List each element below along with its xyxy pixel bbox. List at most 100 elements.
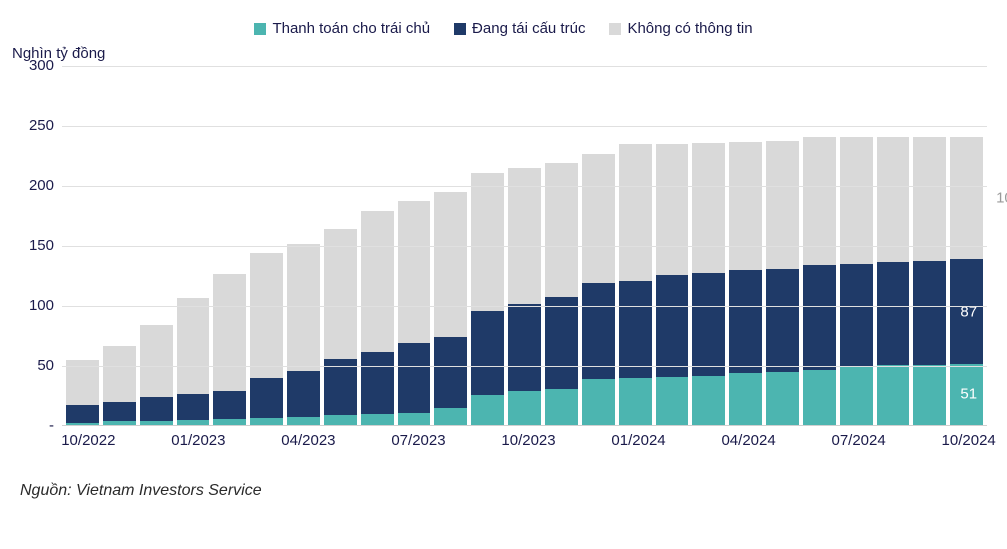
bar-segment-c <box>692 143 725 273</box>
bar-segment-b <box>656 275 689 377</box>
bar-segment-b <box>434 337 467 408</box>
bar-segment-c <box>361 211 394 351</box>
bar-segment-b <box>213 391 246 419</box>
bar-column <box>729 142 762 425</box>
bar-segment-b <box>508 304 541 392</box>
y-axis-label: Nghìn tỷ đồng <box>12 45 987 62</box>
x-tick: 01/2024 <box>611 432 665 449</box>
y-axis: 30025020015010050- <box>20 66 62 426</box>
x-tick: 10/2022 <box>61 432 115 449</box>
bar-segment-c <box>398 201 431 344</box>
bar-segment-c <box>545 163 578 296</box>
bar-segment-a <box>250 418 283 425</box>
bar-segment-a <box>656 377 689 425</box>
bar-column <box>913 137 946 425</box>
bar-segment-a <box>140 421 173 425</box>
bar-segment-a <box>840 366 873 425</box>
grid-line <box>62 126 987 127</box>
legend-item: Đang tái cấu trúc <box>454 20 585 37</box>
bar-segment-b <box>361 352 394 414</box>
bar-segment-a <box>177 420 210 425</box>
legend-item: Không có thông tin <box>609 20 752 37</box>
bar-column <box>213 274 246 425</box>
bar-segment-b <box>877 262 910 365</box>
chart-container: Thanh toán cho trái chủ Đang tái cấu trúc… <box>20 20 987 454</box>
bar-segment-c <box>250 253 283 378</box>
bar-column <box>803 137 836 425</box>
bar-column <box>434 192 467 425</box>
grid-line <box>62 66 987 67</box>
bar-segment-c <box>766 141 799 269</box>
bar-segment-b <box>545 297 578 389</box>
x-tick: 04/2024 <box>721 432 775 449</box>
bar-segment-b <box>619 281 652 378</box>
bar-segment-b <box>582 283 615 379</box>
x-tick: 04/2023 <box>281 432 335 449</box>
bar-segment-a <box>913 365 946 425</box>
bar-column <box>471 173 504 425</box>
final-value-label: 51 <box>960 386 977 403</box>
legend: Thanh toán cho trái chủ Đang tái cấu trúc… <box>20 20 987 37</box>
bar-segment-c <box>140 325 173 397</box>
plot-area: 5187102 <box>62 66 987 426</box>
bar-segment-b <box>103 402 136 421</box>
bar-segment-b <box>729 270 762 373</box>
bar-segment-b <box>324 359 357 415</box>
bar-column <box>508 168 541 425</box>
bar-column <box>324 229 357 425</box>
x-tick: 01/2023 <box>171 432 225 449</box>
bar-segment-c <box>913 137 946 261</box>
bar-segment-c <box>582 154 615 284</box>
bar-column <box>103 346 136 425</box>
x-tick: 07/2024 <box>831 432 885 449</box>
bar-segment-c <box>729 142 762 270</box>
bar-segment-a <box>766 372 799 425</box>
legend-label: Đang tái cấu trúc <box>472 20 585 37</box>
bar-segment-a <box>877 365 910 425</box>
bar-segment-b <box>840 264 873 366</box>
bar-column <box>177 298 210 425</box>
bar-segment-a <box>692 376 725 425</box>
bar-segment-a <box>803 370 836 425</box>
bar-column <box>398 201 431 425</box>
bar-segment-a <box>103 421 136 425</box>
legend-swatch <box>609 23 621 35</box>
x-tick: 10/2023 <box>501 432 555 449</box>
bar-segment-a <box>324 415 357 425</box>
bar-segment-c <box>434 192 467 337</box>
bar-segment-a <box>729 373 762 425</box>
bar-segment-a <box>434 408 467 425</box>
bar-segment-b <box>287 371 320 417</box>
source-prefix: Nguồn: <box>20 482 76 499</box>
legend-label: Thanh toán cho trái chủ <box>272 20 430 37</box>
plot-wrap: 30025020015010050- 5187102 <box>20 66 987 426</box>
bar-segment-a <box>619 378 652 425</box>
bar-column: 5187102 <box>950 137 983 425</box>
bar-column <box>66 360 99 425</box>
bar-segment-c <box>619 144 652 281</box>
bar-segment-b <box>913 261 946 365</box>
bar-segment-a <box>471 395 504 425</box>
bar-segment-c <box>950 137 983 259</box>
bar-segment-a <box>213 419 246 425</box>
bar-segment-c <box>324 229 357 359</box>
grid-line <box>62 186 987 187</box>
bar-column <box>287 244 320 425</box>
bar-segment-c <box>508 168 541 304</box>
bar-segment-b <box>398 343 431 413</box>
bar-column <box>140 325 173 425</box>
legend-swatch <box>454 23 466 35</box>
bar-segment-a <box>361 414 394 425</box>
source-line: Nguồn: Vietnam Investors Service <box>20 482 987 500</box>
x-tick: 10/2024 <box>942 432 996 449</box>
bar-column <box>361 211 394 425</box>
bar-segment-b <box>692 273 725 376</box>
bar-column <box>545 163 578 425</box>
bar-segment-b <box>766 269 799 372</box>
bar-column <box>766 141 799 425</box>
bar-segment-b <box>140 397 173 421</box>
source-text: Vietnam Investors Service <box>76 482 262 499</box>
bar-segment-c <box>287 244 320 371</box>
bar-segment-c <box>656 144 689 275</box>
bar-column <box>877 137 910 425</box>
